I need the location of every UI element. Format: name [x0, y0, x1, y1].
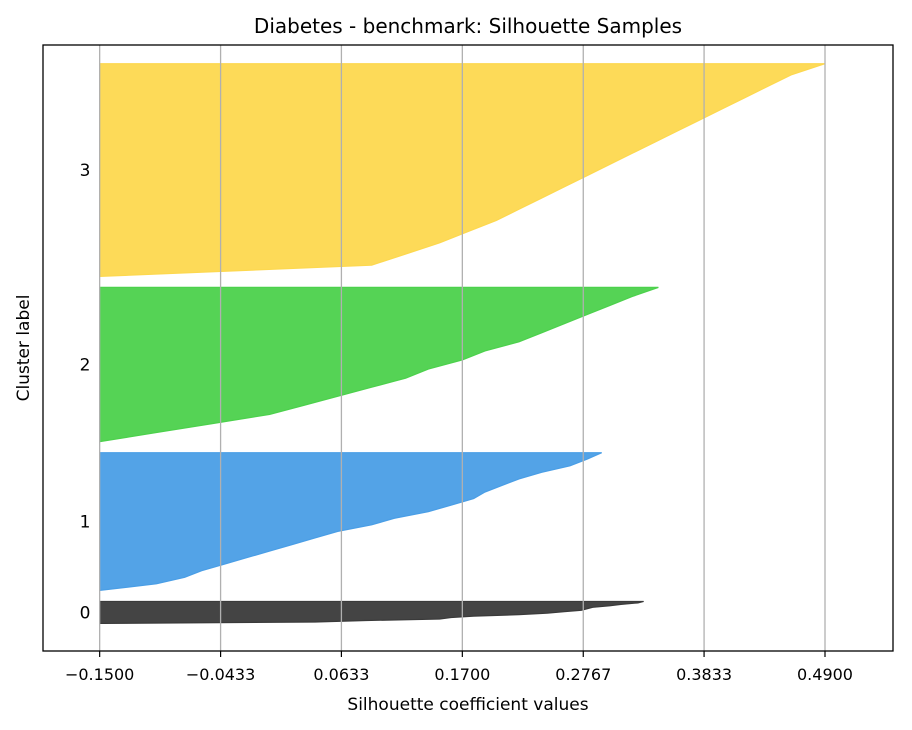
plot-area [99, 45, 826, 651]
cluster-label-0: 0 [80, 603, 91, 623]
x-tick-label: 0.2767 [555, 665, 611, 684]
x-axis-label: Silhouette coefficient values [347, 695, 588, 715]
x-tick-label: 0.1700 [434, 665, 490, 684]
x-tick-label: 0.4900 [797, 665, 853, 684]
x-tick-label: 0.0633 [313, 665, 369, 684]
cluster-0-silhouette [99, 600, 644, 625]
axes-frame [42, 44, 894, 652]
x-axis-ticks: −0.1500 −0.0433 0.0633 0.1700 0.2767 0.3833 0.… [65, 651, 853, 684]
chart-title: Diabetes - benchmark: Silhouette Samples [254, 14, 682, 38]
x-tick-label: −0.1500 [65, 665, 134, 684]
cluster-label-3: 3 [80, 161, 91, 181]
y-axis-ticks: 0 1 2 3 [80, 161, 91, 623]
cluster-1-silhouette [99, 452, 602, 591]
cluster-label-1: 1 [80, 513, 91, 533]
x-tick-label: −0.0433 [186, 665, 255, 684]
cluster-label-2: 2 [80, 356, 91, 376]
x-tick-label: 0.3833 [676, 665, 732, 684]
y-axis-label: Cluster label [14, 295, 34, 402]
